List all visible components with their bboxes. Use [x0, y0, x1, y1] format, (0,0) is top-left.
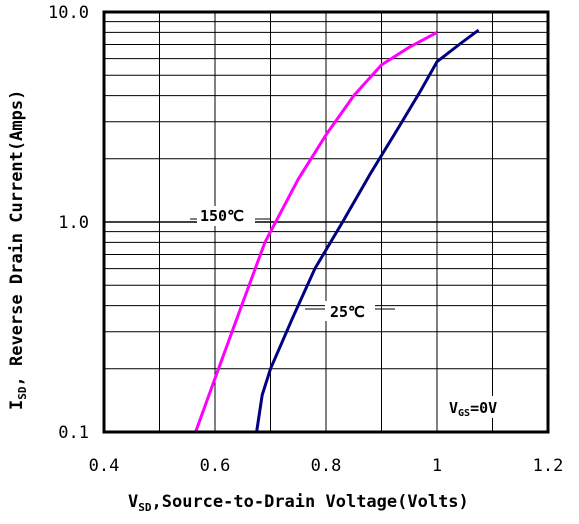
- annotation-25-bg: [325, 301, 375, 321]
- annotation-150: 150℃: [190, 206, 270, 226]
- series-line-25c: [255, 28, 480, 433]
- annotation-vgs: VGS=0V: [446, 396, 504, 419]
- annotation-25-label: 25℃: [330, 303, 365, 321]
- y-tick-label: 1.0: [58, 213, 89, 233]
- annotation-150-bg: [197, 206, 255, 226]
- x-tick-label: 0.4: [89, 456, 120, 476]
- x-axis-title: VSD,Source-to-Drain Voltage(Volts): [128, 492, 469, 514]
- y-tick-label: 0.1: [58, 423, 89, 443]
- annotation-25: 25℃: [305, 301, 395, 321]
- series-line-150c: [194, 31, 438, 433]
- annotation-vgs-bg: [446, 396, 504, 418]
- x-tick-label: 0.8: [311, 456, 342, 476]
- x-tick-label: 0.6: [200, 456, 231, 476]
- y-axis-title: ISD, Reverse Drain Current(Amps): [7, 90, 29, 410]
- x-tick-label: 1: [432, 456, 442, 476]
- plot-frame: [102, 10, 550, 434]
- grid: [104, 12, 548, 432]
- x-tick-label: 1.2: [533, 456, 564, 476]
- tick-labels: 0.4 0.6 0.8 1 1.2 0.1 1.0 10.0: [48, 3, 563, 476]
- annotation-vgs-label: VGS=0V: [449, 399, 497, 419]
- series-lines: [194, 28, 480, 433]
- annotation-150-label: 150℃: [200, 207, 244, 225]
- y-tick-label: 10.0: [48, 3, 89, 23]
